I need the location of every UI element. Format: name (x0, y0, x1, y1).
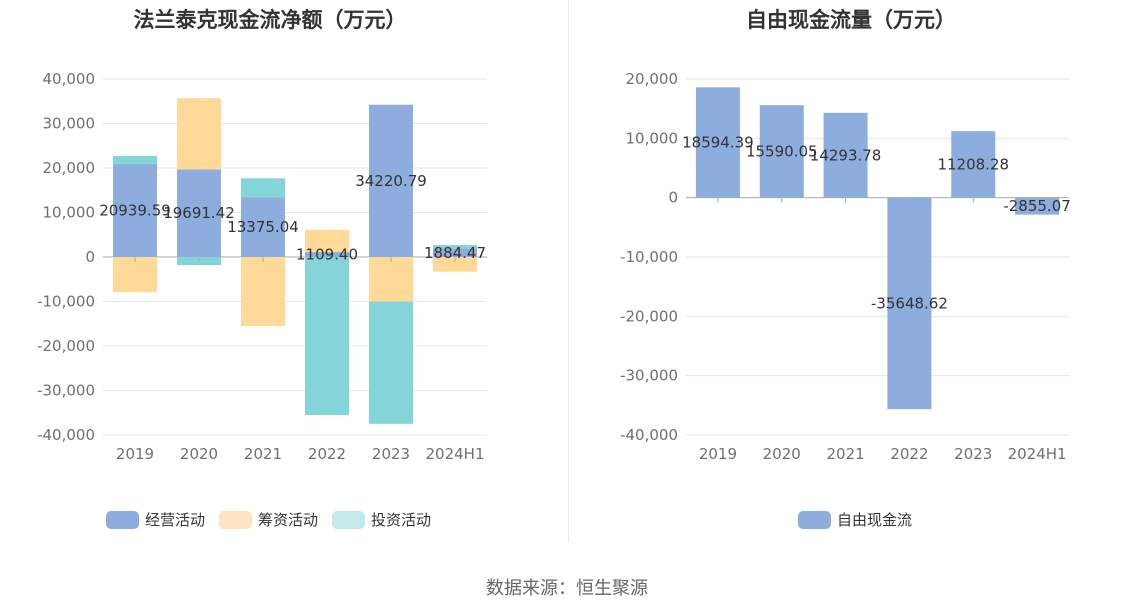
x-tick-label: 2020 (180, 445, 218, 463)
bar-2024H1-series-1 (433, 257, 477, 272)
bar-2019-series-0 (695, 87, 740, 198)
free-cash-flow-legend: 自由现金流 (798, 509, 912, 530)
free-cash-flow-chart: 20,000 10,000 0 -10,000 -20,000 -30,000 -40,00… (620, 70, 1071, 463)
x-tick-label: 2024H1 (426, 445, 485, 463)
bar-2023-series-2 (369, 301, 413, 424)
data-label: 13375.04 (227, 218, 299, 236)
chart-divider (568, 0, 569, 542)
data-label: 15590.05 (746, 142, 818, 160)
legend-swatch-investing (332, 510, 366, 529)
data-label: -2855.07 (1003, 197, 1070, 215)
bar-2024H1-series-2 (433, 245, 477, 249)
cash-flow-legend: 经营活动 筹资活动 投资活动 (106, 509, 431, 530)
cash-flow-net-chart: 40,000 30,000 20,000 10,000 0 -10,000 -20,000 -… (37, 70, 487, 463)
x-tick-label: 2020 (763, 445, 801, 463)
y-tick-label: -40,000 (37, 426, 95, 444)
data-label: 14293.78 (810, 146, 882, 164)
bar-2023-series-0 (369, 104, 413, 257)
data-label: 19691.42 (163, 204, 235, 222)
bar-2024H1-series-0 (433, 248, 477, 257)
bar-2020-series-0 (177, 169, 221, 257)
legend-label-investing: 投资活动 (371, 511, 432, 529)
data-source-note: 数据来源：恒生聚源 (486, 578, 648, 599)
bar-2023-series-1 (369, 257, 413, 302)
bar-2021-series-2 (241, 178, 285, 198)
bar-2021-series-0 (823, 112, 868, 198)
x-tick-label: 2023 (372, 445, 410, 463)
legend-item-investing[interactable]: 投资活动 (332, 509, 431, 530)
bar-2022-series-1 (305, 229, 349, 253)
bar-2019-series-1 (113, 257, 157, 293)
data-label: 11208.28 (937, 155, 1009, 173)
legend-item-financing[interactable]: 筹资活动 (219, 509, 318, 530)
y-tick-label: -30,000 (620, 367, 678, 385)
y-tick-label: -30,000 (37, 382, 95, 400)
bar-2020-series-0 (759, 105, 804, 198)
data-label: -35648.62 (871, 294, 948, 312)
legend-label-financing: 筹资活动 (258, 511, 319, 529)
bar-2021-series-1 (241, 257, 285, 326)
y-tick-label: 10,000 (626, 129, 679, 147)
y-tick-label: -20,000 (620, 307, 678, 325)
data-label: 1884.47 (424, 244, 486, 262)
bar-2020-series-1 (177, 98, 221, 170)
y-tick-label: 20,000 (626, 70, 679, 88)
y-tick-label: 40,000 (43, 70, 96, 88)
y-tick-label: 10,000 (43, 204, 96, 222)
legend-label-operating: 经营活动 (145, 511, 206, 529)
bar-2023-series-0 (951, 131, 996, 198)
y-tick-label: -40,000 (620, 426, 678, 444)
bar-2024H1-series-0 (1015, 197, 1060, 215)
legend-swatch-operating (106, 510, 139, 529)
bar-2021-series-0 (241, 197, 285, 257)
data-label: 1109.40 (296, 246, 358, 264)
x-tick-label: 2021 (244, 445, 282, 463)
legend-swatch-free-cash-flow (798, 510, 831, 529)
bar-2019-series-0 (113, 163, 157, 257)
legend-label-free-cash-flow: 自由现金流 (837, 511, 913, 529)
right-chart-title: 自由现金流量（万元） (746, 8, 956, 32)
bar-2022-series-2 (305, 257, 349, 415)
bar-2022-series-0 (305, 252, 349, 257)
x-tick-label: 2024H1 (1008, 445, 1067, 463)
data-label: 20939.59 (99, 201, 171, 219)
legend-swatch-financing (219, 510, 253, 529)
data-label: 18594.39 (682, 134, 754, 152)
x-tick-label: 2019 (699, 445, 737, 463)
y-tick-label: 0 (85, 248, 95, 266)
y-tick-label: 30,000 (43, 115, 96, 133)
bar-2019-series-2 (113, 155, 157, 164)
y-tick-label: -10,000 (37, 293, 95, 311)
x-tick-label: 2021 (826, 445, 864, 463)
y-tick-label: -20,000 (37, 337, 95, 355)
y-tick-label: -10,000 (620, 248, 678, 266)
left-chart-title: 法兰泰克现金流净额（万元） (133, 8, 407, 32)
bar-2022-series-0 (887, 197, 932, 410)
y-tick-label: 20,000 (43, 159, 96, 177)
x-tick-label: 2023 (954, 445, 992, 463)
legend-item-operating[interactable]: 经营活动 (106, 509, 205, 530)
x-tick-label: 2022 (308, 445, 346, 463)
x-tick-label: 2019 (116, 445, 154, 463)
legend-item-free-cash-flow[interactable]: 自由现金流 (798, 509, 912, 530)
data-label: 34220.79 (355, 172, 427, 190)
x-tick-label: 2022 (890, 445, 928, 463)
y-tick-label: 0 (668, 189, 678, 207)
